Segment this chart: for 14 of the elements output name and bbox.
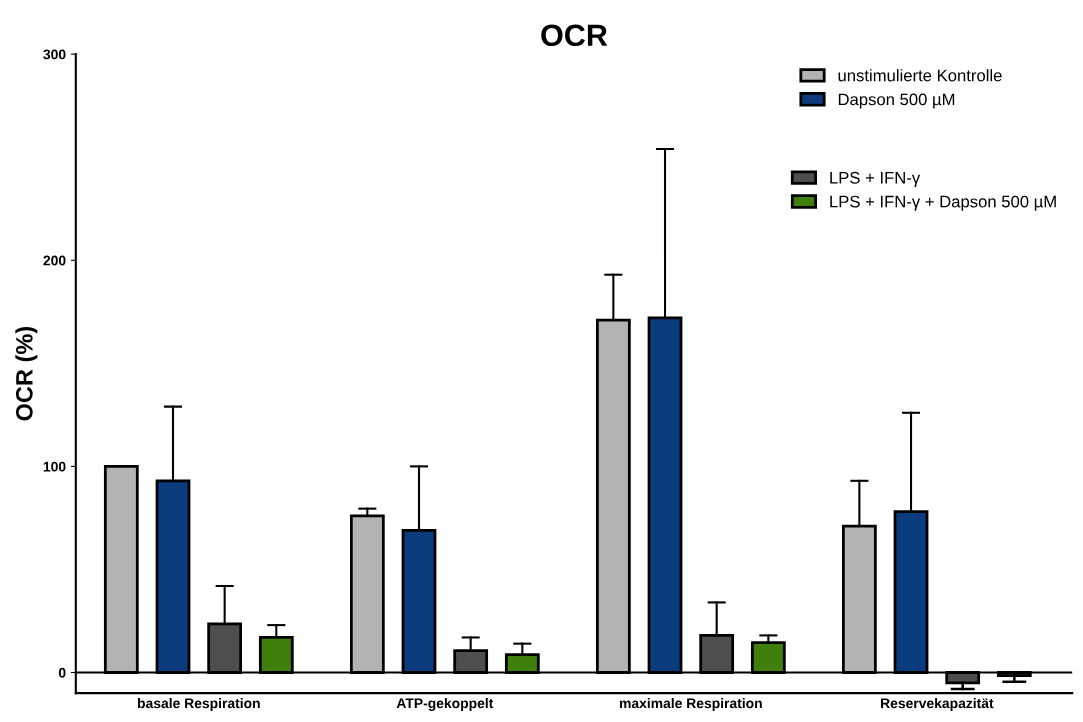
chart-title: OCR (541, 24, 608, 47)
legend-label: LPS + IFN-γ (830, 171, 921, 187)
legend-label: Dapson 500 µM (838, 93, 955, 109)
x-tick-label: Reservekapazität (881, 697, 994, 711)
x-tick-label: basale Respiration (137, 697, 260, 711)
x-tick-label: maximale Respiration (619, 697, 762, 711)
legend-label: unstimulierte Kontrolle (838, 69, 1002, 82)
y-tick-label: 300 (43, 49, 66, 60)
x-tick-label: ATP-gekoppelt (396, 697, 494, 711)
y-tick-label: 0 (58, 667, 66, 678)
y-tick-label: 100 (43, 461, 66, 472)
y-axis-title: OCR (%) (15, 326, 38, 421)
y-tick-label: 200 (43, 255, 66, 266)
legend-label: LPS + IFN-γ + Dapson 500 µM (830, 195, 1056, 211)
